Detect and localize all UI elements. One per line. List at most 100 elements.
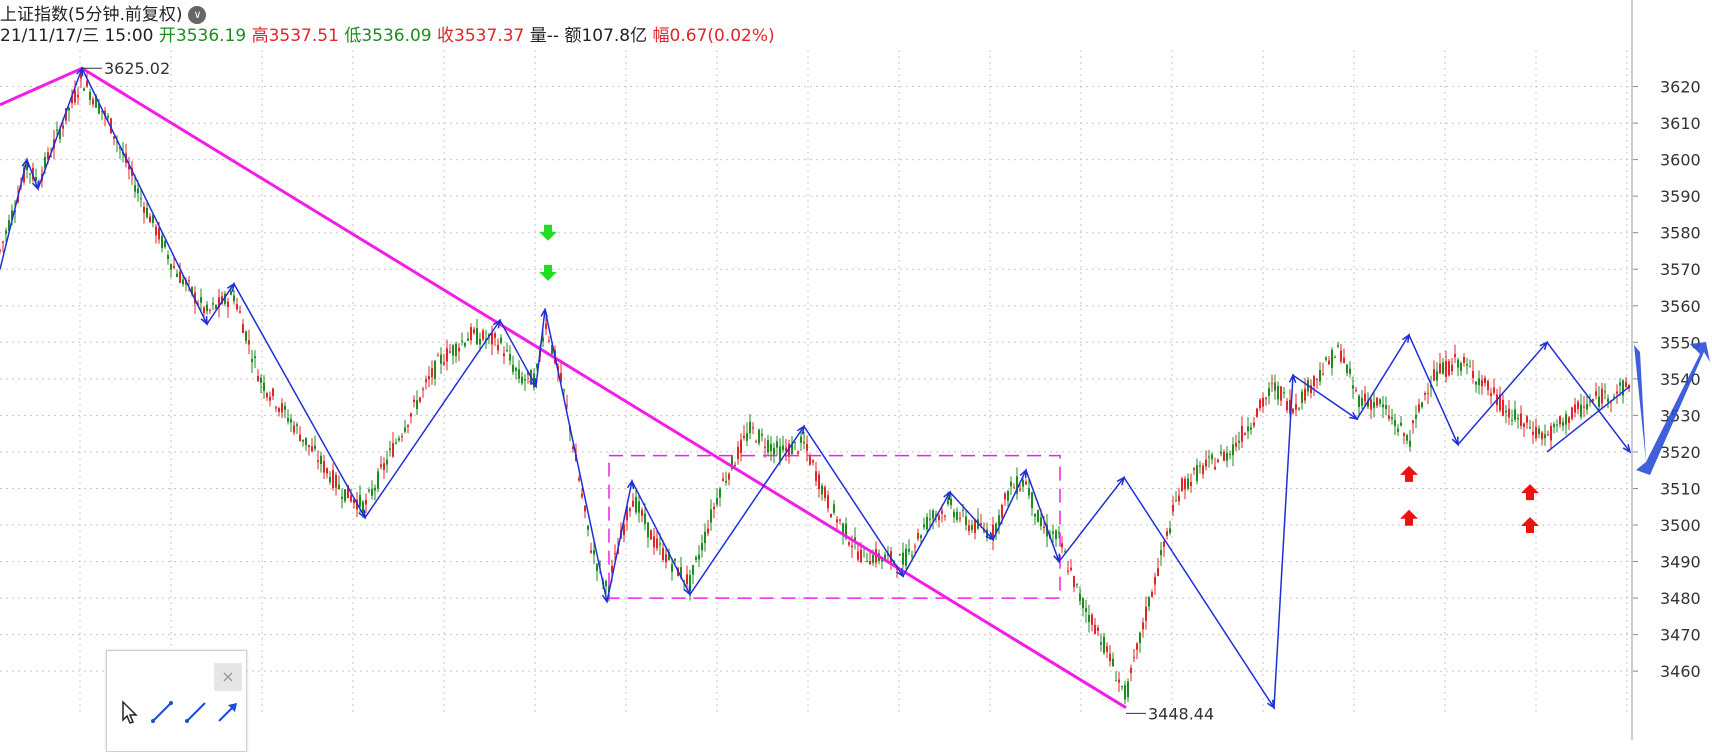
candle-body	[182, 279, 184, 285]
candle-body	[1319, 369, 1321, 382]
candle-body	[770, 443, 772, 451]
candle-body	[425, 379, 427, 383]
candle-body	[188, 280, 190, 282]
candle-body	[290, 419, 292, 423]
candle-body	[497, 344, 499, 351]
ray-tool-icon[interactable]	[183, 699, 209, 725]
candle-body	[680, 567, 682, 578]
candle-body	[815, 471, 817, 482]
candle-body	[398, 438, 400, 441]
candle-body	[1532, 431, 1534, 435]
candle-body	[788, 443, 790, 457]
zigzag-arrowhead	[1349, 411, 1359, 421]
candle-body	[959, 517, 961, 519]
candle-body	[1133, 656, 1135, 658]
candle-body	[407, 425, 409, 427]
candle-body	[593, 550, 595, 555]
candle-body	[1547, 434, 1549, 436]
y-tick-label: 3470	[1660, 626, 1701, 645]
candle-body	[362, 501, 364, 515]
close-icon[interactable]: ×	[214, 663, 242, 691]
candle-body	[92, 99, 94, 105]
candle-body	[665, 554, 667, 563]
candle-body	[782, 445, 784, 451]
candle-body	[458, 347, 460, 352]
candle-body	[221, 296, 223, 304]
candle-body	[1514, 409, 1516, 420]
candle-body	[392, 443, 394, 457]
candle-body	[653, 536, 655, 548]
candle-body	[320, 455, 322, 464]
drawing-toolbox: ×	[106, 650, 247, 752]
candle-body	[1103, 636, 1105, 653]
candle-body	[1214, 466, 1216, 470]
chevron-down-icon[interactable]: ∨	[188, 6, 207, 24]
candle-body	[1466, 364, 1468, 366]
cursor-icon[interactable]	[117, 699, 143, 725]
candle-body	[1583, 406, 1585, 408]
candle-body	[347, 485, 349, 499]
candle-body	[536, 364, 538, 368]
candle-body	[1292, 408, 1294, 413]
zigzag-arrowhead	[1451, 436, 1459, 447]
candle-body	[962, 509, 964, 511]
candle-body	[1613, 396, 1615, 398]
candle-body	[662, 548, 664, 560]
high-value: 3537.51	[268, 26, 339, 46]
candle-body	[1259, 399, 1261, 409]
candle-body	[1541, 432, 1543, 440]
candle-body	[116, 141, 118, 143]
candle-body	[305, 437, 307, 446]
candle-body	[1232, 444, 1234, 456]
candle-body	[746, 433, 748, 441]
close-value: 3537.37	[454, 26, 525, 46]
candle-body	[1352, 385, 1354, 389]
arrow-tool-icon[interactable]	[215, 699, 241, 725]
candle-body	[287, 417, 289, 422]
candle-body	[494, 333, 496, 338]
candle-body	[509, 354, 511, 361]
candle-body	[908, 548, 910, 552]
candle-body	[1256, 408, 1258, 417]
candle-body	[161, 236, 163, 248]
candle-body	[1313, 376, 1315, 387]
candle-body	[1196, 465, 1198, 482]
candle-body	[902, 552, 904, 565]
candle-body	[257, 375, 259, 382]
candle-body	[245, 331, 247, 341]
candle-body	[1592, 398, 1594, 402]
candle-body	[1463, 356, 1465, 363]
candle-body	[284, 405, 286, 410]
line-tool-icon[interactable]	[149, 699, 175, 725]
candle-body	[416, 400, 418, 410]
candle-body	[1439, 363, 1441, 374]
y-tick-label: 3570	[1660, 260, 1701, 279]
candle-body	[1586, 404, 1588, 410]
candle-body	[1241, 425, 1243, 442]
candle-body	[926, 516, 928, 530]
candle-body	[1097, 627, 1099, 632]
candle-body	[1535, 426, 1537, 439]
zigzag-arrowhead	[796, 424, 806, 435]
candle-body	[218, 297, 220, 308]
candle-body	[491, 332, 493, 345]
candle-body	[1217, 459, 1219, 463]
candle-body	[1571, 407, 1573, 419]
candle-body	[440, 354, 442, 364]
candle-body	[179, 271, 181, 283]
sell-signal-icon	[539, 224, 557, 241]
candle-body	[761, 433, 763, 436]
candle-body	[1157, 568, 1159, 577]
candle-body	[1037, 510, 1039, 522]
y-tick-label: 3520	[1660, 443, 1701, 462]
candle-body	[1274, 382, 1276, 391]
candle-body	[830, 513, 832, 518]
candle-body	[74, 90, 76, 103]
candle-body	[1349, 368, 1351, 374]
candle-body	[935, 514, 937, 517]
candle-body	[1373, 402, 1375, 408]
candle-body	[1589, 401, 1591, 403]
candle-body	[365, 499, 367, 505]
candle-body	[1013, 487, 1015, 489]
